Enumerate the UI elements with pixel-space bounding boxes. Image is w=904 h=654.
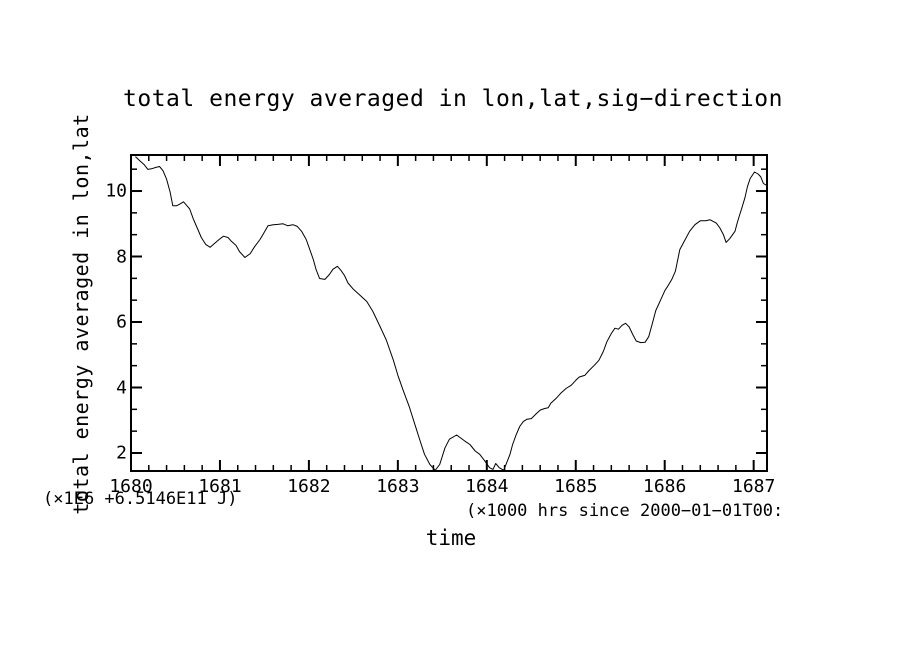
x-tick-label: 1682 — [287, 476, 331, 497]
x-tick-label: 1686 — [643, 476, 687, 497]
y-tick-label: 8 — [116, 246, 127, 267]
y-tick-label: 10 — [105, 180, 127, 202]
x-tick-label: 1680 — [109, 476, 153, 497]
x-tick-label: 1684 — [465, 476, 509, 497]
x-tick-label: 1687 — [732, 476, 776, 497]
x-tick-label: 1685 — [554, 476, 598, 497]
y-tick-label: 6 — [116, 311, 127, 333]
x-tick-label: 1683 — [376, 476, 420, 497]
y-tick-label: 2 — [116, 442, 127, 464]
x-axis-title: time — [425, 526, 477, 550]
y-tick-label: 4 — [116, 377, 127, 398]
plot-frame — [130, 154, 768, 472]
chart-title: total energy averaged in lon,lat,sig−dir… — [123, 86, 783, 112]
y-axis-title: total energy averaged in lon,lat — [69, 113, 93, 515]
x-units-annotation: (×1000 hrs since 2000−01−01T00: — [466, 501, 784, 521]
x-tick-label: 1681 — [198, 476, 242, 497]
energy-series-line — [135, 156, 767, 471]
y-units-annotation: (×1E6 +6.5146E11 J) — [43, 489, 238, 509]
